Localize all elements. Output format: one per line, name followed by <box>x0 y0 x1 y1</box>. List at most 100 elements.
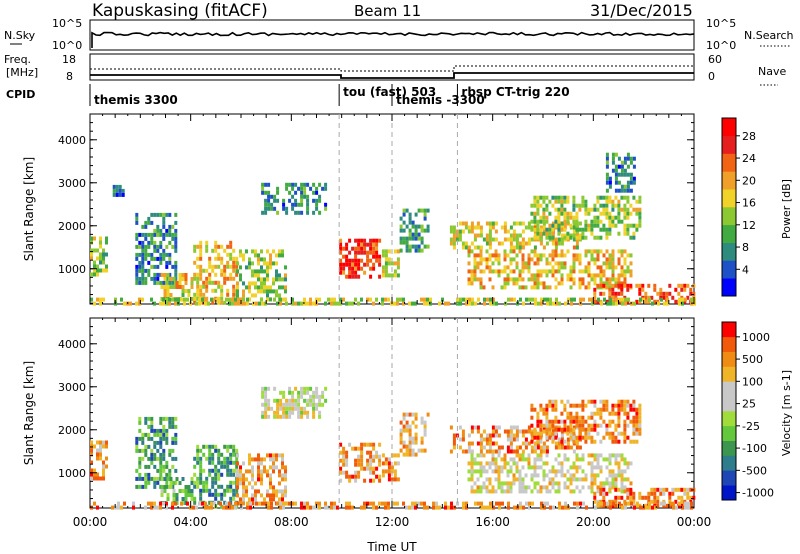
freq-panel: Freq. [MHz] 18 8 60 0 Nave <box>4 53 786 86</box>
cpid-program-0: themis 3300 <box>94 93 178 107</box>
cpid-label: CPID <box>6 88 35 101</box>
time-axis-labels: 00:00 04:00 08:00 12:00 16:00 20:00 00:00 <box>73 515 712 529</box>
heatmap-cells-0 <box>90 152 696 306</box>
scatter-region-12 <box>530 195 642 240</box>
colorbar-swatch-0 <box>722 485 736 501</box>
colorbar-tick-2: 12 <box>742 219 756 232</box>
colorbar-tick-4: -25 <box>742 420 760 433</box>
freq-frame <box>89 53 695 81</box>
scatter-region-4 <box>236 453 287 506</box>
x-tick-label-6: 00:00 <box>677 515 712 529</box>
colorbar-swatch-0 <box>722 278 736 297</box>
scatter-region-11 <box>530 399 642 444</box>
y-tick-label-0: 1000 <box>58 467 86 480</box>
colorbar-tick-6: -500 <box>742 464 767 477</box>
freq-right-tick-top: 60 <box>708 53 722 66</box>
scatter-region-15 <box>90 297 696 306</box>
colorbar-tick-0: 1000 <box>742 331 770 344</box>
y-tick-label-1: 2000 <box>58 220 86 233</box>
cpid-program-3: rbsp CT-trig 220 <box>461 85 569 99</box>
scatter-region-8 <box>381 249 400 278</box>
scatter-region-13 <box>90 501 693 510</box>
beam-title: Beam 11 <box>354 2 421 20</box>
cpid-program-1: tou (fast) 503 <box>343 85 436 99</box>
y-axis-label-1: Slant Range [km] <box>22 361 36 465</box>
scatter-region-1 <box>112 184 125 197</box>
x-tick-label-2: 08:00 <box>274 515 309 529</box>
colorbar-swatch-1 <box>722 470 736 486</box>
x-tick-label-4: 16:00 <box>475 515 510 529</box>
power-panel: 1000 2000 3000 4000 Slant Range [km] 4 8 12 16 20… <box>22 113 793 306</box>
x-tick-label-1: 04:00 <box>173 515 208 529</box>
noise-right-tick-top: 10^5 <box>706 17 736 30</box>
colorbar-swatch-3 <box>722 224 736 243</box>
colorbar-tick-3: 25 <box>742 398 756 411</box>
scatter-region-1 <box>135 416 178 489</box>
colorbar-swatch-8 <box>722 366 736 382</box>
colorbar-swatch-6 <box>722 171 736 190</box>
x-axis-label: Time UT <box>366 540 417 554</box>
x-tick-label-3: 12:00 <box>375 515 410 529</box>
colorbar-swatch-4 <box>722 425 736 441</box>
colorbar-tick-7: -1000 <box>742 487 774 500</box>
colorbar-swatch-6 <box>722 396 736 412</box>
colorbar-swatch-3 <box>722 440 736 456</box>
scatter-region-7 <box>381 453 400 482</box>
heatmap-cells-1 <box>90 386 696 510</box>
scatter-region-9 <box>399 208 430 253</box>
colorbar-swatch-9 <box>722 118 736 137</box>
scatter-region-6 <box>339 442 382 483</box>
colorbar-tick-1: 500 <box>742 353 763 366</box>
colorbar-tick-2: 100 <box>742 375 763 388</box>
colorbar-tick-4: 20 <box>742 174 756 187</box>
date-title: 31/Dec/2015 <box>590 1 693 20</box>
noise-frame <box>89 19 695 51</box>
colorbar-tick-6: 28 <box>742 130 756 143</box>
noise-left-tick-bottom: 10^0 <box>52 39 82 52</box>
colorbar-swatch-2 <box>722 455 736 471</box>
colorbar-tick-3: 16 <box>742 197 756 210</box>
scatter-region-13 <box>605 152 636 193</box>
colorbar-swatch-10 <box>722 336 736 352</box>
station-title: Kapuskasing (fitACF) <box>92 1 268 21</box>
freq-trace <box>90 72 694 79</box>
y-axis-label-0: Slant Range [km] <box>22 157 36 261</box>
freq-left-tick-bottom: 8 <box>66 70 73 83</box>
noise-right-tick-bottom: 10^0 <box>706 39 736 52</box>
colorbar-tick-5: 24 <box>742 152 756 165</box>
scatter-region-5 <box>261 386 328 419</box>
scatter-region-6 <box>261 182 328 215</box>
y-tick-label-2: 3000 <box>58 177 86 190</box>
colorbar-tick-5: -100 <box>742 442 767 455</box>
freq-left-tick-top: 18 <box>62 53 76 66</box>
colorbar-swatch-4 <box>722 207 736 226</box>
noise-left-tick-top: 10^5 <box>52 17 82 30</box>
colorbar-swatch-5 <box>722 411 736 427</box>
y-tick-label-0: 1000 <box>58 263 86 276</box>
y-tick-label-2: 3000 <box>58 381 86 394</box>
freq-right-tick-bottom: 0 <box>708 70 715 83</box>
colorbar-swatch-8 <box>722 135 736 154</box>
noise-left-label: N.Sky <box>4 29 36 42</box>
noise-right-label: N.Search <box>744 29 794 42</box>
x-tick-label-0: 00:00 <box>73 515 108 529</box>
colorbar-swatch-9 <box>722 351 736 367</box>
colorbar-label-1: Velocity [m s-1] <box>780 370 793 456</box>
freq-label-2: [MHz] <box>6 66 38 79</box>
colorbar-label-0: Power [dB] <box>780 179 793 239</box>
scatter-region-11 <box>467 249 633 290</box>
colorbar-0: 4 8 12 16 20 24 28 Power [dB] <box>721 117 793 297</box>
colorbar-1: 1000 500 100 25 -25 -100 -500 -1000 Velocity [m … <box>721 321 793 501</box>
noise-trace <box>91 31 695 48</box>
colorbar-swatch-2 <box>722 242 736 261</box>
y-tick-label-3: 4000 <box>58 134 86 147</box>
scatter-region-2 <box>135 212 178 285</box>
scatter-region-10 <box>467 453 633 494</box>
cpid-program-2: themis -3300 <box>396 93 485 107</box>
y-tick-label-3: 4000 <box>58 338 86 351</box>
scatter-region-7 <box>339 238 382 279</box>
colorbar-tick-1: 8 <box>742 241 749 254</box>
colorbar-swatch-11 <box>722 322 736 338</box>
